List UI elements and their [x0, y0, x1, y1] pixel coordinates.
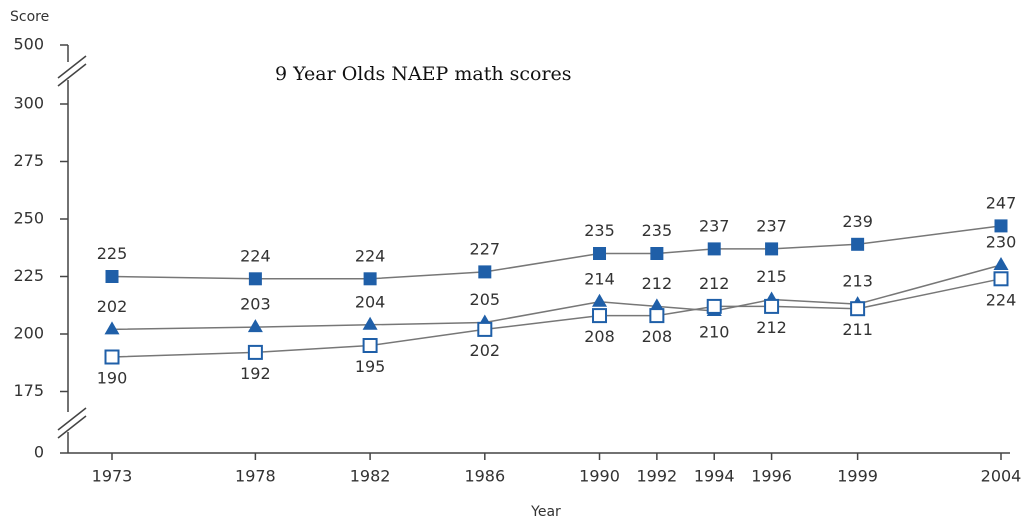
- x-tick-label: 1994: [694, 467, 735, 486]
- axis-break: [57, 407, 87, 431]
- x-tick-label: 1990: [579, 467, 620, 486]
- y-tick-label: 500: [13, 35, 44, 54]
- marker: [477, 321, 493, 337]
- marker: [994, 219, 1008, 233]
- marker: [362, 338, 378, 353]
- marker: [104, 321, 120, 335]
- data-label: 247: [986, 193, 1017, 212]
- x-tick-label: 1978: [235, 467, 276, 486]
- data-label: 235: [642, 221, 673, 240]
- marker: [650, 247, 664, 260]
- data-label: 211: [842, 320, 873, 339]
- series-line: [111, 264, 1002, 331]
- data-label: 213: [842, 272, 873, 291]
- y-tick-label: 175: [13, 381, 44, 400]
- data-label: 239: [842, 212, 873, 231]
- marker: [592, 293, 608, 307]
- data-label: 224: [986, 290, 1017, 309]
- data-label: 192: [240, 364, 271, 383]
- marker: [478, 265, 492, 279]
- data-label: 235: [584, 221, 615, 240]
- data-label: 212: [699, 274, 730, 293]
- x-tick-label: 1992: [637, 467, 678, 486]
- marker: [363, 272, 377, 286]
- marker: [593, 247, 607, 260]
- data-label: 202: [97, 297, 128, 316]
- marker: [993, 271, 1009, 287]
- marker: [993, 257, 1009, 270]
- data-label: 205: [470, 290, 501, 309]
- data-label: 214: [584, 269, 615, 288]
- marker: [247, 344, 263, 360]
- data-label: 224: [240, 246, 271, 265]
- data-label: 204: [355, 292, 386, 311]
- axis-frame: [57, 45, 1010, 454]
- data-label: 190: [97, 369, 128, 388]
- data-label: 212: [642, 274, 673, 293]
- data-label: 202: [470, 341, 501, 360]
- data-label: 210: [699, 323, 730, 342]
- axis-break: [57, 63, 87, 87]
- data-label: 225: [97, 244, 128, 263]
- y-tick-label: 0: [34, 443, 44, 462]
- marker: [707, 242, 721, 256]
- marker: [105, 270, 119, 283]
- y-axis-label: Score: [10, 9, 49, 25]
- y-tick-label: 225: [13, 266, 44, 285]
- marker: [104, 349, 120, 365]
- marker: [248, 272, 262, 286]
- marker: [706, 298, 722, 314]
- marker: [765, 242, 779, 256]
- marker: [649, 308, 665, 324]
- data-label: 227: [470, 239, 501, 258]
- marker: [851, 237, 865, 251]
- x-tick-label: 1973: [92, 467, 133, 486]
- y-tick-label: 200: [13, 324, 44, 343]
- series-line: [111, 278, 1002, 358]
- axis-break: [57, 55, 87, 79]
- y-tick-label: 275: [13, 151, 44, 170]
- data-label: 237: [756, 216, 787, 235]
- x-tick-label: 1999: [837, 467, 878, 486]
- x-axis-label: Year: [530, 504, 561, 520]
- x-tick-label: 1996: [751, 467, 792, 486]
- data-label: 215: [756, 267, 787, 286]
- axis-break: [57, 415, 87, 439]
- data-label: 224: [355, 246, 386, 265]
- x-tick-label: 1986: [464, 467, 505, 486]
- data-label: 208: [642, 327, 673, 346]
- data-label: 195: [355, 357, 386, 376]
- marker: [764, 298, 780, 314]
- marker: [247, 319, 263, 333]
- x-tick-label: 2004: [981, 467, 1022, 486]
- chart-title: 9 Year Olds NAEP math scores: [275, 63, 572, 85]
- x-tick-label: 1982: [350, 467, 391, 486]
- data-label: 212: [756, 318, 787, 337]
- data-label: 237: [699, 216, 730, 235]
- data-label: 230: [986, 233, 1017, 252]
- y-tick-label: 300: [13, 94, 44, 113]
- data-label: 208: [584, 327, 615, 346]
- marker: [362, 316, 378, 330]
- y-tick-label: 250: [13, 209, 44, 228]
- data-label: 203: [240, 295, 271, 314]
- series-line: [111, 225, 1002, 280]
- marker: [592, 308, 608, 324]
- marker: [850, 301, 866, 317]
